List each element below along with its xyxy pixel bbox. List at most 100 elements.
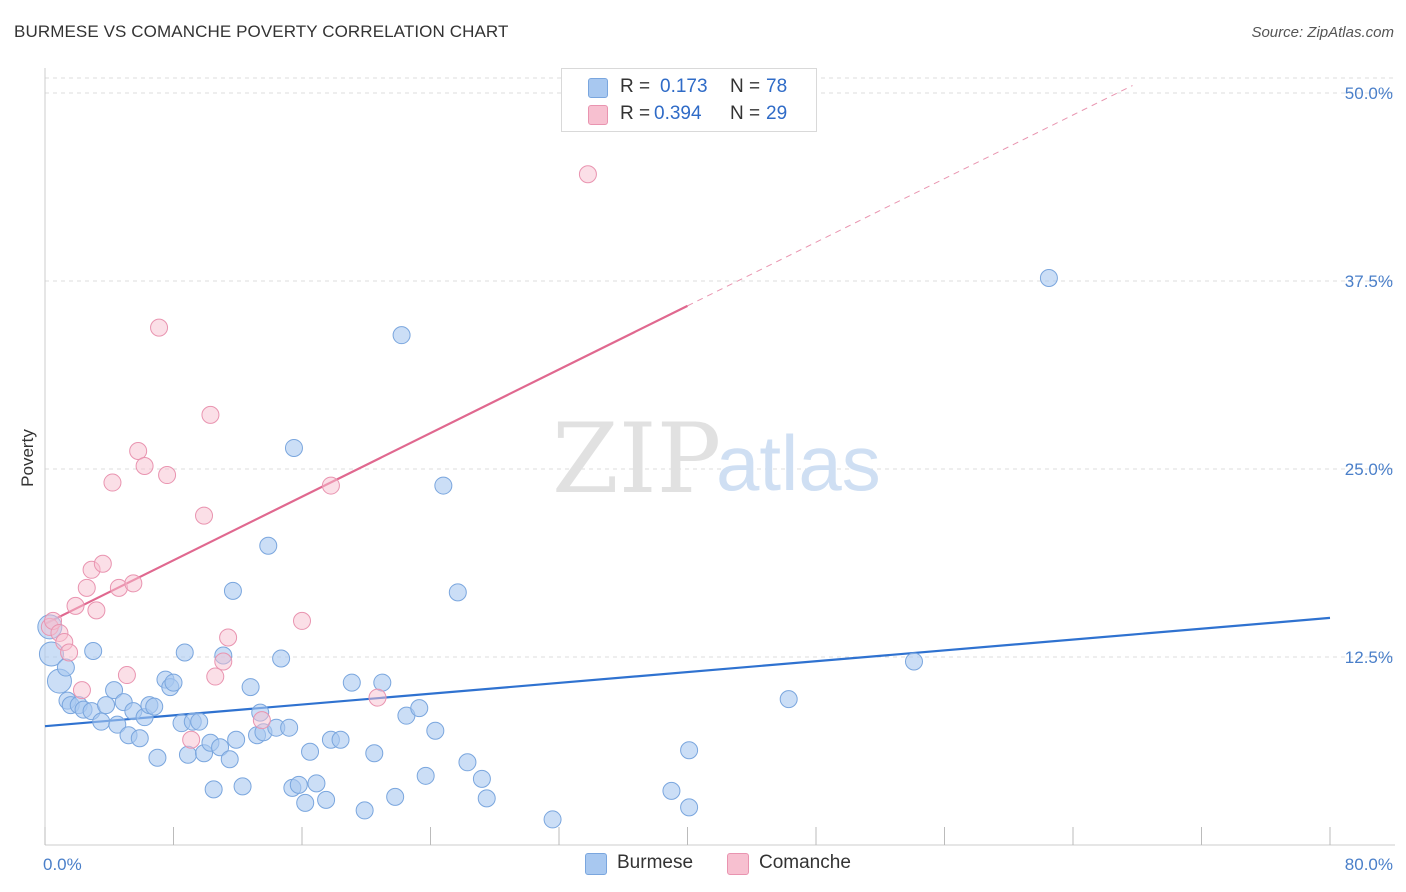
x-tick-label: 0.0% — [43, 855, 82, 874]
burmese-point — [223, 581, 242, 600]
n-label: N = — [730, 76, 761, 97]
burmese-point — [227, 730, 246, 749]
burmese-point — [779, 690, 798, 709]
r-value: 0.173 — [660, 76, 708, 97]
comanche-legend-label: Comanche — [759, 852, 851, 873]
burmese-point — [680, 798, 699, 817]
comanche-point — [93, 554, 112, 573]
y-tick-label: 25.0% — [1345, 460, 1393, 479]
comanche-point — [72, 681, 91, 700]
burmese-point — [108, 715, 127, 734]
comanche-point — [129, 441, 148, 460]
watermark: ZIP atlas — [552, 403, 881, 515]
comanche-point — [195, 506, 214, 525]
burmese-point — [472, 769, 491, 788]
comanche-point — [219, 628, 238, 647]
burmese-point — [190, 712, 209, 731]
tick-labels: 12.5% 25.0% 37.5% 50.0% 0.0% 80.0% Poverty — [18, 84, 1393, 874]
burmese-point — [204, 780, 223, 799]
comanche-point — [103, 473, 122, 492]
burmese-point — [680, 741, 699, 760]
burmese-point — [164, 673, 183, 692]
burmese-point — [426, 721, 445, 740]
axes — [44, 68, 1395, 846]
burmese-point — [448, 583, 467, 602]
comanche-point — [158, 466, 177, 485]
data-points — [37, 165, 1058, 829]
burmese-point — [92, 712, 111, 731]
burmese-legend-swatch — [585, 853, 607, 875]
burmese-point — [355, 801, 374, 820]
burmese-point — [386, 787, 405, 806]
comanche-point — [293, 611, 311, 630]
burmese-point — [97, 696, 116, 715]
comanche-point — [578, 165, 597, 184]
burmese-point — [662, 781, 681, 800]
burmese-point — [307, 774, 326, 793]
burmese-point — [458, 753, 477, 772]
burmese-point — [543, 810, 562, 829]
y-axis-title: Poverty — [18, 429, 37, 487]
y-tick-label: 37.5% — [1345, 272, 1393, 291]
burmese-point — [296, 793, 315, 812]
chart-title: BURMESE VS COMANCHE POVERTY CORRELATION … — [14, 22, 509, 41]
burmese-point — [477, 789, 496, 808]
comanche-legend-swatch — [727, 853, 749, 875]
watermark-atlas: atlas — [716, 419, 881, 507]
comanche-point — [124, 574, 143, 593]
burmese-point — [1039, 269, 1058, 288]
burmese-swatch — [588, 78, 608, 98]
comanche-point — [60, 643, 79, 662]
burmese-point — [284, 438, 303, 457]
gridlines — [45, 77, 1395, 658]
burmese-point — [233, 777, 252, 796]
comanche-trend-extension — [687, 85, 1133, 307]
burmese-point — [392, 326, 411, 345]
comanche-point — [206, 667, 225, 686]
r-value: 0.394 — [654, 103, 702, 124]
comanche-point — [117, 666, 136, 685]
burmese-point — [317, 790, 336, 809]
burmese-point — [130, 729, 149, 748]
burmese-point — [280, 718, 299, 737]
burmese-point — [272, 649, 291, 668]
burmese-point — [259, 536, 278, 555]
burmese-point — [410, 699, 429, 718]
comanche-trend-line — [44, 304, 688, 625]
stats-legend: R = 0.173 N = 78 R = 0.394 N = 29 — [561, 68, 817, 132]
y-tick-label: 12.5% — [1345, 648, 1393, 667]
burmese-point — [904, 652, 923, 671]
y-tick-label: 50.0% — [1345, 84, 1393, 103]
source-label: Source: ZipAtlas.com — [1251, 24, 1394, 41]
burmese-point — [56, 658, 75, 677]
n-label: N = — [730, 103, 761, 124]
comanche-point — [201, 405, 220, 424]
burmese-point — [211, 738, 230, 757]
x-tick-label: 80.0% — [1345, 855, 1393, 874]
comanche-point — [252, 711, 271, 730]
burmese-point — [416, 766, 435, 785]
burmese-legend-label: Burmese — [617, 852, 694, 873]
watermark-zip: ZIP — [552, 403, 721, 515]
comanche-point — [66, 596, 85, 615]
r-label: R = — [620, 76, 651, 97]
burmese-point — [434, 476, 453, 495]
n-value: 78 — [766, 76, 788, 97]
burmese-point — [145, 697, 164, 716]
burmese-point — [148, 748, 167, 767]
n-value: 29 — [766, 103, 788, 124]
burmese-point — [365, 744, 384, 763]
burmese-point — [178, 745, 197, 764]
comanche-point — [77, 578, 96, 597]
burmese-point — [342, 673, 361, 692]
burmese-point — [289, 775, 308, 794]
comanche-point — [135, 457, 154, 476]
comanche-point — [321, 476, 340, 495]
burmese-point — [241, 678, 260, 697]
comanche-point — [182, 730, 201, 749]
comanche-point — [150, 318, 169, 337]
comanche-point — [368, 688, 387, 707]
burmese-point — [220, 750, 239, 769]
burmese-point — [331, 730, 350, 749]
